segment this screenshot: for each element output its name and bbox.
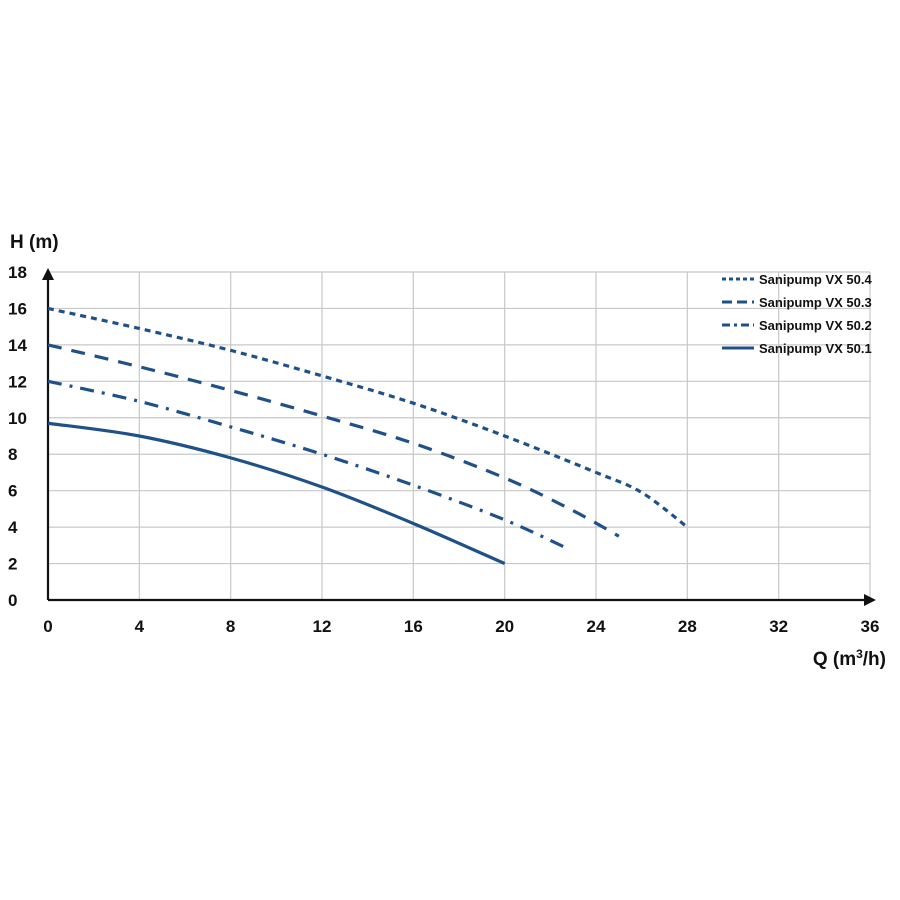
series-lines <box>47 306 689 566</box>
y-tick-label: 10 <box>8 409 27 428</box>
x-tick-label: 20 <box>495 617 514 636</box>
y-tick-label: 12 <box>8 372 27 391</box>
legend-label: Sanipump VX 50.2 <box>759 318 872 333</box>
y-axis-label: H (m) <box>10 232 59 253</box>
y-tick-label: 2 <box>8 555 17 574</box>
y-tick-label: 6 <box>8 482 17 501</box>
y-tick-label: 8 <box>8 445 17 464</box>
x-tick-label: 4 <box>135 617 145 636</box>
x-tick-label: 16 <box>404 617 423 636</box>
y-tick-label: 4 <box>8 518 18 537</box>
x-axis-arrow-icon <box>864 594 876 606</box>
y-tick-label: 16 <box>8 299 27 318</box>
y-axis-arrow-icon <box>42 268 54 280</box>
legend: Sanipump VX 50.4 Sanipump VX 50.3 Sanipump… <box>722 272 872 356</box>
x-tick-label: 24 <box>587 617 606 636</box>
legend-label: Sanipump VX 50.3 <box>759 295 872 310</box>
series-line-1 <box>47 306 689 529</box>
legend-label: Sanipump VX 50.1 <box>759 341 872 356</box>
x-axis-label-superscript: 3 <box>856 647 863 661</box>
x-tick-label: 12 <box>313 617 332 636</box>
legend-label: Sanipump VX 50.4 <box>759 272 872 287</box>
series-line-3 <box>47 379 570 551</box>
x-tick-label: 8 <box>226 617 235 636</box>
series-line-2 <box>47 343 620 538</box>
x-axis-label-prefix: Q (m <box>813 649 856 670</box>
y-tick-label: 18 <box>8 263 27 282</box>
x-axis-label: Q (m3/h) <box>813 647 886 670</box>
grid-lines <box>48 271 871 600</box>
x-axis-label-suffix: /h) <box>863 649 886 670</box>
series-line-4 <box>47 421 506 566</box>
x-tick-label: 28 <box>678 617 697 636</box>
y-tick-label: 0 <box>8 591 17 610</box>
axes <box>42 268 876 606</box>
x-tick-label: 32 <box>769 617 788 636</box>
y-tick-label: 14 <box>8 336 27 355</box>
x-tick-label: 36 <box>861 617 880 636</box>
x-tick-label: 0 <box>43 617 52 636</box>
